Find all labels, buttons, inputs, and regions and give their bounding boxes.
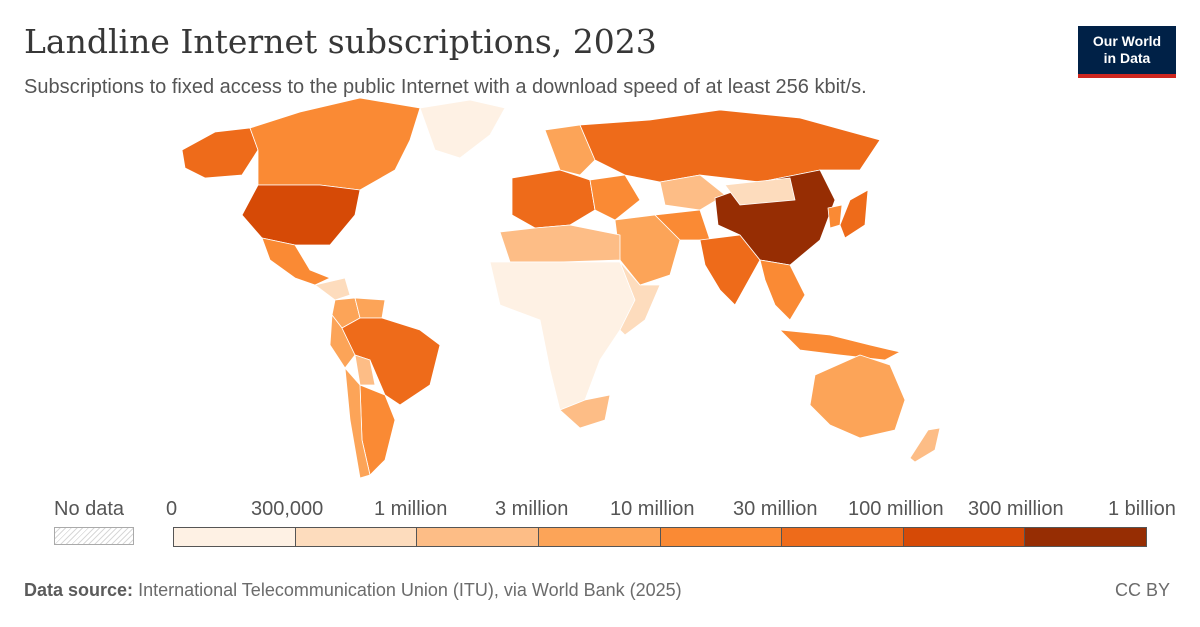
region-canada: Canada (249, 97, 421, 191)
legend-bin[interactable] (782, 528, 904, 546)
logo-line-2: in Data (1103, 50, 1151, 66)
region-north-africa: North Africa (499, 224, 621, 263)
legend-bin[interactable] (903, 528, 1026, 546)
region-indonesia: Indonesia (779, 329, 901, 361)
region-greenland: Greenland (419, 99, 506, 159)
region-alaska: Alaska (181, 127, 259, 179)
legend-bin[interactable] (1025, 528, 1146, 546)
region-europe-west: Europe West (511, 169, 596, 229)
region-mexico: Mexico (261, 237, 331, 286)
region-korea: Korea (827, 204, 843, 229)
region-scandinavia: Scandinavia (544, 124, 596, 176)
legend-bin[interactable] (295, 528, 418, 546)
legend-bin[interactable] (174, 528, 296, 546)
legend-bin[interactable] (417, 528, 539, 546)
chart-subtitle: Subscriptions to fixed access to the pub… (24, 76, 867, 98)
region-brazil: Brazil (341, 317, 441, 406)
region-chile: Chile (344, 367, 371, 479)
legend-color-scale (173, 527, 1147, 547)
legend-tick-7: 300 million (968, 498, 1064, 520)
region-russia: Russia (579, 109, 881, 183)
region-eastern-europe: Eastern Europe (589, 174, 641, 221)
data-source-text: International Telecommunication Union (I… (138, 580, 682, 600)
license-link[interactable]: CC BY (1114, 580, 1170, 600)
region-south-africa: South Africa (559, 394, 611, 429)
region-japan: Japan (839, 189, 869, 239)
data-source: Data source: International Telecommunica… (24, 580, 682, 601)
chart-title: Landline Internet subscriptions, 2023 (24, 22, 657, 61)
legend-bin[interactable] (538, 528, 661, 546)
region-united-states: United States (241, 184, 361, 246)
legend-tick-2: 1 million (374, 498, 448, 520)
data-source-label: Data source: (24, 580, 134, 600)
legend-bin[interactable] (660, 528, 783, 546)
legend-tick-6: 100 million (848, 498, 944, 520)
region-east-africa: East Africa (619, 261, 661, 336)
region-peru: Peru (329, 314, 356, 369)
legend-tick-3: 3 million (495, 498, 569, 520)
legend-tick-last: 1 billion (1108, 498, 1176, 520)
logo-line-1: Our World (1092, 33, 1162, 49)
legend-nodata-swatch[interactable] (54, 527, 134, 545)
region-bolivia: Bolivia (354, 354, 376, 386)
legend-tick-5: 30 million (733, 498, 818, 520)
region-venezuela: Venezuela (354, 297, 386, 319)
owid-logo[interactable]: Our World in Data (1078, 26, 1176, 78)
region-new-zealand: New Zealand (909, 427, 941, 463)
region-sub-saharan-africa: Sub-Saharan Africa (489, 261, 636, 411)
region-southeast-asia: Southeast Asia (759, 259, 806, 321)
region-kazakhstan: Kazakhstan (659, 174, 726, 211)
legend-tick-1: 300,000 (251, 498, 324, 520)
region-central-america: Central America (314, 277, 351, 301)
region-australia: Australia (809, 354, 906, 439)
legend-tick-0: 0 (166, 498, 178, 520)
legend-nodata-label: No data (54, 498, 125, 520)
legend-tick-4: 10 million (610, 498, 695, 520)
region-mongolia: Mongolia (724, 177, 796, 206)
